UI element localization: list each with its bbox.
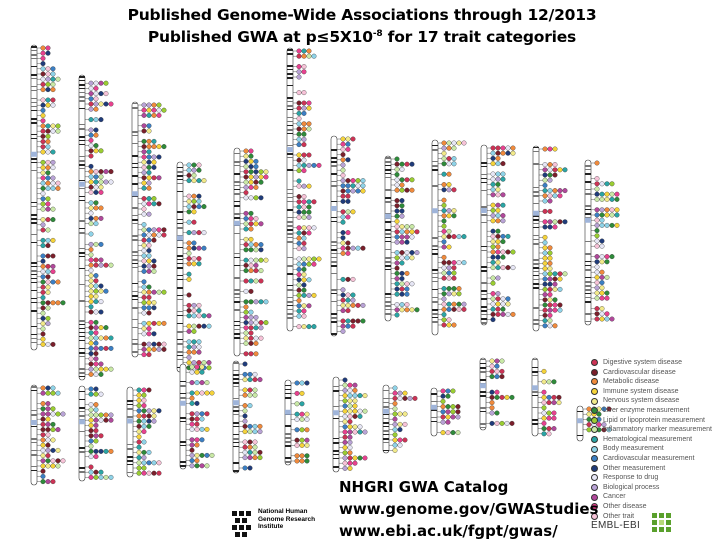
legend-dot-icon <box>591 378 598 386</box>
chromosome <box>126 386 162 478</box>
legend-item: Digestive system disease <box>591 358 724 368</box>
legend-label: Body measurement <box>603 445 664 453</box>
catalog-url-ebi[interactable]: www.ebi.ac.uk/fgpt/gwas/ <box>339 522 558 540</box>
catalog-info: NHGRI GWA Catalog www.genome.gov/GWAStud… <box>339 476 598 542</box>
chromosome <box>284 379 310 466</box>
chromosome <box>532 145 568 332</box>
legend-label: Response to drug <box>603 474 659 482</box>
legend-item: Response to drug <box>591 473 724 483</box>
legend-dot-icon <box>591 368 598 376</box>
nhgri-logo-icon <box>232 511 251 537</box>
legend-label: Digestive system disease <box>603 359 682 366</box>
legend-dot-icon <box>591 436 598 444</box>
ebi-logo-icon <box>652 513 671 532</box>
legend-item: Liver enzyme measurement <box>591 406 724 416</box>
catalog-name: NHGRI GWA Catalog <box>339 478 509 496</box>
legend-label: Cardiovascular disease <box>603 368 676 376</box>
page-subtitle: Published GWA at p≤5X10-8 for 17 trait c… <box>147 28 577 46</box>
legend-item: Inflammatory marker measurement <box>591 425 724 435</box>
legend-dot-icon <box>591 474 598 482</box>
chromosome <box>430 387 461 437</box>
legend-dot-icon <box>591 484 598 492</box>
legend-dot-icon <box>591 455 598 463</box>
legend-item: Metabolic disease <box>591 377 724 387</box>
chromosome <box>78 385 114 482</box>
legend-label: Other disease <box>603 502 647 510</box>
legend-label: Other measurement <box>603 464 666 472</box>
legend-item: Immune system disease <box>591 387 724 397</box>
legend-dot-icon <box>591 464 598 472</box>
legend-item: Biological process <box>591 483 724 493</box>
chromosome <box>176 161 212 373</box>
legend-dot-icon <box>591 493 598 501</box>
chromosome <box>431 139 467 336</box>
chromosome <box>78 74 114 381</box>
legend-label: Other trait <box>603 512 635 520</box>
catalog-url-genome[interactable]: www.genome.gov/GWAStudies <box>339 500 599 518</box>
legend-item: Cardiovascular measurement <box>591 454 724 464</box>
chromosome <box>576 405 612 442</box>
nhgri-line-1: National Human <box>258 508 308 515</box>
legend-label: Cardiovascular measurement <box>603 454 695 462</box>
legend-label: Lipid or lipoprotein measurement <box>603 416 705 424</box>
nhgri-name: National Human Genome Research Institute <box>258 508 328 531</box>
chromosome <box>479 357 515 431</box>
chromosome <box>286 47 322 332</box>
legend-item: Cardiovascular disease <box>591 368 724 378</box>
chromosome <box>232 360 263 474</box>
legend-dot-icon <box>591 512 598 520</box>
legend-item: Other measurement <box>591 464 724 474</box>
legend: Digestive system disease Cardiovascular d… <box>591 358 724 521</box>
legend-item: Lipid or lipoprotein measurement <box>591 416 724 426</box>
legend-item: Nervous system disease <box>591 396 724 406</box>
legend-dot-icon <box>591 388 598 396</box>
legend-dot-icon <box>591 445 598 453</box>
ebi-name: EMBL-EBI <box>591 520 641 531</box>
page-title: Published Genome-Wide Associations throu… <box>127 6 597 24</box>
legend-dot-icon <box>591 416 598 424</box>
legend-label: Immune system disease <box>603 387 679 395</box>
legend-item: Cancer <box>591 492 724 502</box>
legend-item: Other trait <box>591 512 724 522</box>
nhgri-line-3: Institute <box>258 523 284 530</box>
legend-label: Biological process <box>603 483 660 491</box>
chromosome <box>531 357 562 437</box>
legend-label: Metabolic disease <box>603 378 660 386</box>
chromosome <box>384 155 420 322</box>
nhgri-line-2: Genome Research <box>258 515 316 523</box>
legend-item: Other disease <box>591 502 724 512</box>
chromosome <box>480 144 516 326</box>
legend-dot-icon <box>591 407 598 415</box>
legend-label: Hematological measurement <box>603 435 693 443</box>
legend-dot-icon <box>591 503 598 511</box>
chromosome <box>584 159 620 326</box>
legend-item: Hematological measurement <box>591 435 724 445</box>
legend-label: Cancer <box>603 493 626 501</box>
chromosome <box>179 363 215 470</box>
legend-label: Inflammatory marker measurement <box>603 426 712 434</box>
chromosome <box>233 147 269 357</box>
legend-dot-icon <box>591 359 598 367</box>
chromosome <box>131 101 167 358</box>
legend-label: Nervous system disease <box>603 397 680 405</box>
chromosome <box>330 135 366 337</box>
legend-item: Body measurement <box>591 444 724 454</box>
chromosome <box>382 384 418 454</box>
legend-label: Liver enzyme measurement <box>603 406 690 414</box>
chromosome <box>30 44 66 351</box>
legend-dot-icon <box>591 397 598 405</box>
chromosome <box>332 376 368 473</box>
chromosome <box>30 384 66 486</box>
legend-dot-icon <box>591 426 598 434</box>
